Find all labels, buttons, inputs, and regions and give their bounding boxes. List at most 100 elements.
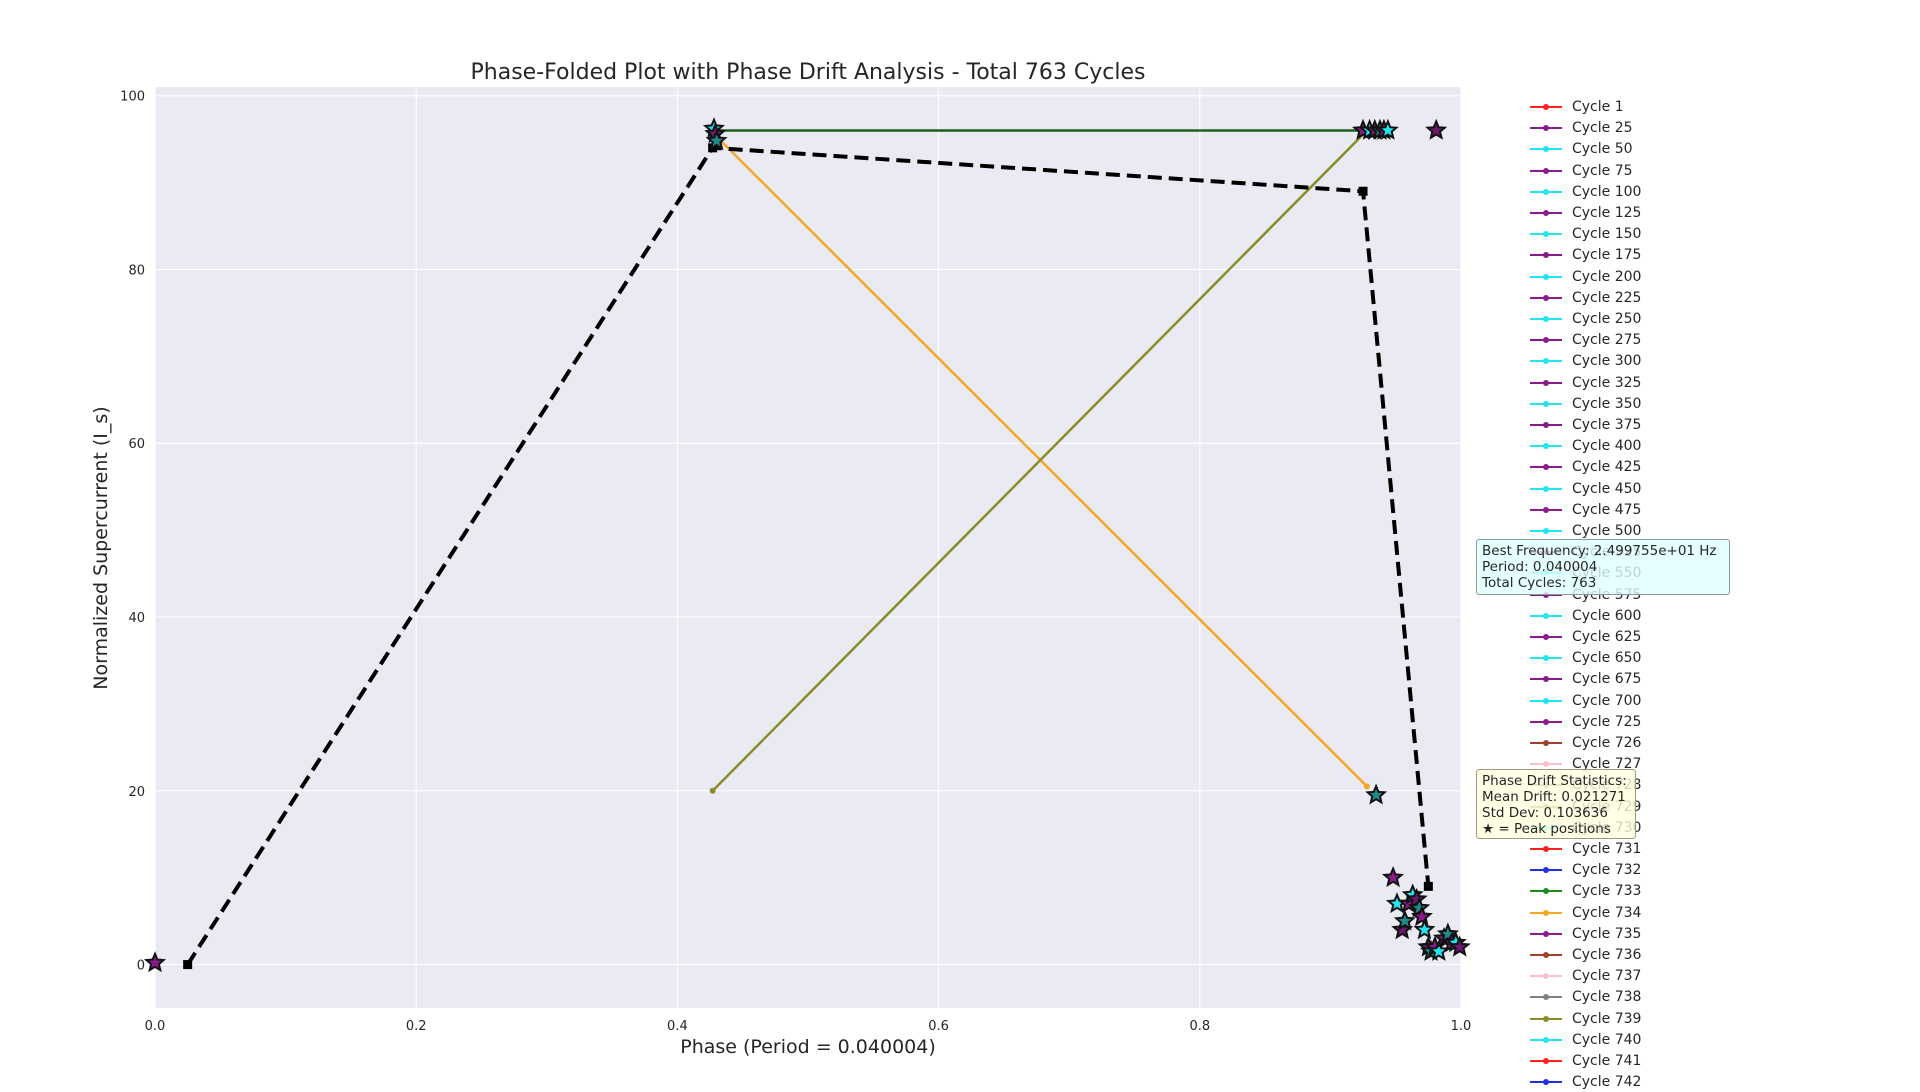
legend-label: Cycle 50 — [1572, 141, 1633, 158]
y-tick-label: 80 — [128, 263, 145, 278]
legend-label: Cycle 125 — [1572, 205, 1642, 221]
legend-item: Cycle 175 — [1530, 245, 1641, 265]
y-tick-label: 60 — [128, 437, 145, 452]
cycle-line — [711, 129, 1368, 792]
legend-swatch — [1530, 397, 1562, 411]
legend-swatch — [1530, 715, 1562, 729]
legend-label: Cycle 25 — [1572, 120, 1633, 137]
x-tick-label: 0.4 — [667, 1019, 688, 1034]
legend-label: Cycle 650 — [1572, 650, 1642, 667]
legend-label: Cycle 450 — [1572, 480, 1642, 497]
legend-label: Cycle 1 — [1572, 99, 1624, 115]
legend-label: Cycle 475 — [1572, 501, 1642, 518]
axis-ticks: 0.0 0.2 0.4 0.6 0.8 1.0 0 20 40 60 80 100 — [120, 90, 1471, 1034]
legend-item: Cycle 275 — [1530, 330, 1641, 350]
cycle-line — [718, 138, 1368, 788]
legend-label: Cycle 739 — [1572, 1010, 1642, 1027]
drift-statistics-box: Phase Drift Statistics: Mean Drift: 0.02… — [1476, 769, 1636, 839]
legend-item: Cycle 25 — [1530, 118, 1633, 138]
legend-label: Cycle 732 — [1572, 862, 1642, 879]
grid-lines — [154, 87, 1462, 1008]
drift-marker — [1358, 186, 1368, 196]
legend-label: Cycle 325 — [1572, 374, 1642, 391]
legend-label: Cycle 175 — [1572, 247, 1642, 264]
legend-swatch — [1530, 503, 1562, 517]
legend-label: Cycle 400 — [1572, 438, 1642, 455]
y-tick-label: 100 — [120, 90, 145, 105]
legend-label: Cycle 600 — [1572, 607, 1642, 624]
legend-item: Cycle 742 — [1530, 1072, 1641, 1092]
legend-item: Cycle 500 — [1530, 521, 1641, 541]
legend-label: Cycle 200 — [1572, 268, 1642, 285]
legend-label: Cycle 740 — [1572, 1031, 1642, 1048]
legend-item: Cycle 727 — [1530, 754, 1641, 774]
legend-label: Cycle 275 — [1572, 332, 1642, 349]
x-tick-label: 0.2 — [406, 1019, 427, 1034]
chart-title: Phase-Folded Plot with Phase Drift Analy… — [471, 60, 1146, 85]
legend-item: Cycle 250 — [1530, 309, 1641, 329]
legend-item: Cycle 475 — [1530, 500, 1641, 520]
legend-label: Cycle 731 — [1572, 841, 1642, 857]
peak-star — [1382, 866, 1405, 888]
best-frequency-text: Best Frequency: 2.499755e+01 Hz — [1482, 543, 1717, 559]
legend-item: Cycle 1 — [1530, 97, 1624, 117]
legend-swatch — [1530, 1075, 1562, 1089]
legend-swatch — [1530, 969, 1562, 983]
legend-label: Cycle 737 — [1572, 968, 1642, 985]
legend-item: Cycle 125 — [1530, 203, 1641, 223]
legend-swatch — [1530, 482, 1562, 496]
legend-item: Cycle 738 — [1530, 987, 1641, 1007]
peak-star — [1410, 905, 1433, 927]
legend-label: Cycle 735 — [1572, 925, 1642, 942]
legend-item: Cycle 739 — [1530, 1009, 1641, 1029]
x-axis-label: Phase (Period = 0.040004) — [680, 1036, 936, 1058]
peak-star — [1376, 118, 1399, 140]
legend-swatch — [1530, 227, 1562, 241]
legend-item: Cycle 725 — [1530, 712, 1641, 732]
legend-item: Cycle 731 — [1530, 839, 1641, 859]
legend-label: Cycle 726 — [1572, 735, 1642, 751]
legend-swatch — [1530, 354, 1562, 368]
legend-item: Cycle 737 — [1530, 966, 1641, 986]
drift-stats-heading: Phase Drift Statistics: — [1482, 773, 1627, 789]
legend-item: Cycle 425 — [1530, 457, 1641, 477]
legend-swatch — [1530, 185, 1562, 199]
legend-label: Cycle 150 — [1572, 226, 1642, 243]
peak-star — [1427, 939, 1450, 961]
legend-label: Cycle 225 — [1572, 289, 1642, 306]
legend-swatch — [1530, 672, 1562, 686]
legend-item: Cycle 741 — [1530, 1051, 1641, 1071]
legend-swatch — [1530, 1033, 1562, 1047]
drift-marker — [1423, 881, 1433, 891]
legend-swatch — [1530, 1012, 1562, 1026]
legend-item: Cycle 375 — [1530, 415, 1641, 435]
legend-swatch — [1530, 376, 1562, 390]
legend-swatch — [1530, 312, 1562, 326]
legend-swatch — [1530, 524, 1562, 538]
peak-markers — [143, 117, 1471, 973]
legend-item: Cycle 675 — [1530, 669, 1641, 689]
legend-swatch — [1530, 164, 1562, 178]
legend-label: Cycle 625 — [1572, 629, 1642, 645]
total-cycles-text: Total Cycles: 763 — [1482, 575, 1597, 591]
legend-item: Cycle 150 — [1530, 224, 1641, 244]
std-dev-text: Std Dev: 0.103636 — [1482, 805, 1608, 821]
legend-swatch — [1530, 736, 1562, 750]
legend-label: Cycle 350 — [1572, 395, 1642, 412]
legend-swatch — [1530, 291, 1562, 305]
legend-swatch — [1530, 333, 1562, 347]
cycle-point — [1363, 783, 1370, 790]
legend-swatch — [1530, 142, 1562, 156]
x-tick-label: 0.6 — [928, 1019, 949, 1034]
peak-star — [1393, 909, 1416, 931]
legend-swatch — [1530, 439, 1562, 453]
legend-swatch — [1530, 270, 1562, 284]
legend-swatch — [1530, 651, 1562, 665]
peak-star — [1448, 935, 1471, 957]
peak-star — [1425, 118, 1448, 140]
legend-item: Cycle 726 — [1530, 733, 1641, 753]
legend-label: Cycle 733 — [1572, 883, 1642, 900]
legend-swatch — [1530, 100, 1562, 114]
legend-item: Cycle 75 — [1530, 161, 1633, 181]
legend-label: Cycle 500 — [1572, 523, 1642, 539]
